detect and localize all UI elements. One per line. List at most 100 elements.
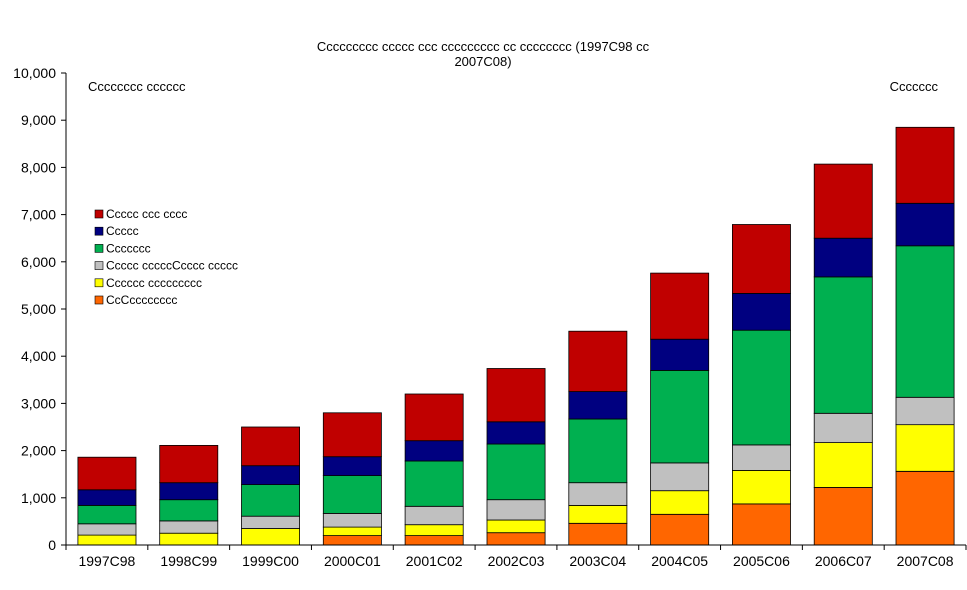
x-tick-label: 2004C05 — [651, 553, 708, 569]
legend-swatch — [94, 226, 104, 236]
x-tick-label: 2006C07 — [815, 553, 872, 569]
bar-segment — [895, 126, 955, 204]
bar-segment — [732, 444, 791, 471]
bar-segment — [404, 535, 464, 546]
y-tick-label: 5,000 — [21, 301, 56, 317]
bar-segment — [568, 330, 628, 393]
bar-segment — [813, 412, 873, 443]
bar-segment — [650, 369, 710, 464]
bar-segment — [895, 396, 955, 426]
bar-segment — [486, 519, 546, 534]
legend-label: Ccccc ccc cccc — [106, 207, 187, 221]
legend-label: Ccccccc — [106, 241, 151, 255]
bar-segment — [322, 475, 382, 514]
bar-segment — [486, 368, 546, 423]
legend-label: Cccccc ccccccccc — [106, 276, 202, 290]
y-tick-label: 6,000 — [21, 254, 56, 270]
bar-segment — [650, 513, 710, 546]
bar-segment — [159, 532, 219, 546]
bar-segment — [486, 532, 546, 546]
bar-segment — [813, 276, 873, 414]
bar-segment — [895, 424, 955, 472]
bar-segment — [650, 462, 710, 492]
bar-segment — [732, 292, 791, 331]
y-tick-label: 8,000 — [21, 159, 56, 175]
bar-segment — [241, 528, 300, 546]
bar-segment — [77, 489, 137, 506]
bar-segment — [486, 443, 546, 501]
bar-segment — [732, 224, 791, 294]
bar-segment — [241, 484, 300, 517]
corner-label-left: Cccccccc cccccc — [88, 79, 186, 94]
bar-segment — [241, 426, 300, 467]
x-tick-label: 2000C01 — [324, 553, 381, 569]
x-tick-label: 2007C08 — [897, 553, 954, 569]
bar-segment — [404, 460, 464, 507]
bar-segment — [322, 412, 382, 458]
legend-swatch — [94, 261, 104, 270]
bar-segment — [895, 245, 955, 398]
legend-label: Ccccc — [106, 224, 139, 238]
corner-label-right: Ccccccc — [890, 79, 939, 94]
bar-segment — [895, 470, 955, 546]
y-tick-label: 9,000 — [21, 112, 56, 128]
bar-segment — [404, 505, 464, 526]
y-tick-label: 7,000 — [21, 207, 56, 223]
y-tick-label: 0 — [48, 537, 56, 553]
x-tick-label: 2001C02 — [406, 553, 463, 569]
bar-segment — [322, 456, 382, 477]
x-tick-label: 1997C98 — [78, 553, 135, 569]
legend-swatch — [94, 209, 104, 219]
bar-segment — [895, 202, 955, 247]
bar-segment — [241, 515, 300, 529]
bar-segment — [159, 482, 219, 501]
legend-swatch — [94, 295, 104, 305]
bar-segment — [322, 526, 382, 536]
x-tick-label: 2002C03 — [488, 553, 545, 569]
bar-segment — [159, 520, 219, 534]
legend: Ccccc ccc cccc Ccccc Ccccccc Ccccc cccccCcc… — [94, 207, 238, 307]
bar-segment — [77, 504, 137, 525]
bar-segment — [650, 490, 710, 515]
bar-segment — [732, 329, 791, 446]
bar-segment — [77, 456, 137, 491]
bar-segment — [486, 499, 546, 521]
axes-group: 0 1,000 2,000 3,000 4,000 5,000 6,000 7,000 8,00… — [13, 65, 967, 569]
x-tick-label: 2005C06 — [733, 553, 790, 569]
y-tick-label: 3,000 — [21, 395, 56, 411]
bars-group — [77, 126, 955, 546]
bar-segment — [813, 442, 873, 488]
bar-segment — [650, 272, 710, 340]
x-tick-label: 1998C99 — [160, 553, 217, 569]
bar-segment — [813, 486, 873, 546]
bar-segment — [568, 418, 628, 484]
bar-segment — [159, 499, 219, 522]
bar-segment — [404, 393, 464, 442]
bar-segment — [241, 465, 300, 486]
chart-title-line2: 2007C08) — [454, 54, 511, 69]
bar-segment — [77, 534, 137, 546]
bar-segment — [650, 338, 710, 371]
bar-segment — [322, 535, 382, 546]
y-tick-label: 4,000 — [21, 348, 56, 364]
x-tick-label: 1999C00 — [242, 553, 299, 569]
legend-swatch — [94, 278, 104, 288]
bar-segment — [322, 513, 382, 528]
bar-segment — [77, 523, 137, 536]
bar-segment — [813, 237, 873, 278]
bar-segment — [404, 440, 464, 462]
y-tick-label: 2,000 — [21, 443, 56, 459]
bar-segment — [568, 504, 628, 524]
bar-segment — [732, 503, 791, 546]
legend-swatch — [94, 244, 104, 253]
bar-segment — [568, 482, 628, 506]
bar-segment — [568, 522, 628, 546]
y-tick-label: 1,000 — [21, 490, 56, 506]
x-tick-label: 2003C04 — [569, 553, 626, 569]
y-tick-label: 10,000 — [13, 65, 56, 81]
chart-title-line1: Ccccccccc ccccc ccc ccccccccc cc ccccccc… — [317, 39, 650, 54]
bar-segment — [813, 163, 873, 239]
legend-label: Ccccc cccccCcccc ccccc — [106, 259, 238, 273]
bar-segment — [568, 391, 628, 420]
